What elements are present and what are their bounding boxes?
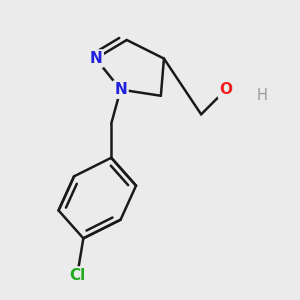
- Text: H: H: [257, 88, 268, 103]
- Text: N: N: [89, 51, 102, 66]
- Text: Cl: Cl: [69, 268, 85, 283]
- Text: O: O: [219, 82, 232, 97]
- Text: N: N: [114, 82, 127, 97]
